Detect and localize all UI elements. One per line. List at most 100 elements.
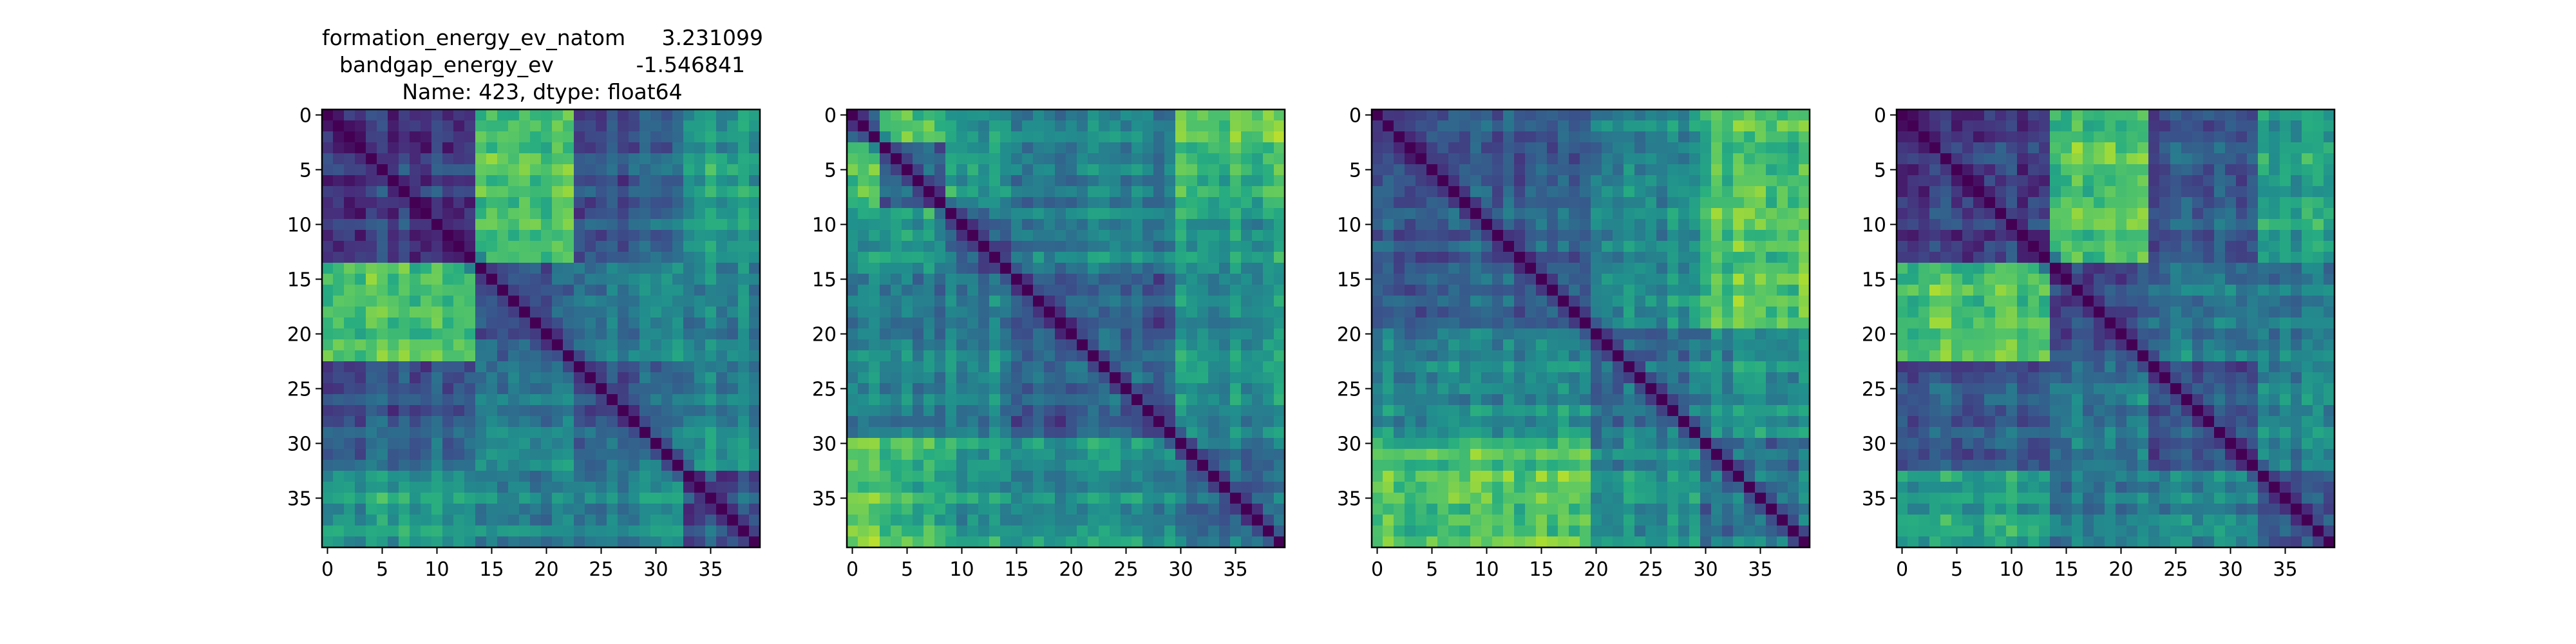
heatmap-cell — [1175, 515, 1187, 526]
heatmap-cell — [1656, 416, 1668, 428]
heatmap-cell — [1142, 460, 1154, 471]
heatmap-cell — [497, 405, 509, 417]
heatmap-cell — [1569, 307, 1580, 318]
heatmap-cell — [1613, 394, 1624, 406]
heatmap-cell — [1525, 109, 1537, 121]
heatmap-cell — [1110, 339, 1121, 351]
heatmap-cell — [705, 208, 717, 220]
heatmap-cell — [923, 208, 935, 220]
heatmap-cell — [1777, 405, 1788, 417]
heatmap-cell — [1132, 307, 1143, 318]
heatmap-cell — [1503, 438, 1515, 450]
heatmap-cell — [530, 449, 542, 460]
heatmap-cell — [639, 120, 651, 132]
heatmap-cell — [1142, 208, 1154, 220]
heatmap-cell — [661, 285, 673, 296]
heatmap-cell — [967, 515, 979, 526]
heatmap-cell — [1044, 482, 1056, 493]
heatmap-cell — [1022, 416, 1034, 428]
heatmap-cell — [410, 482, 421, 493]
heatmap-cell — [421, 361, 432, 373]
heatmap-cell — [1208, 230, 1220, 242]
heatmap-cell — [596, 120, 607, 132]
heatmap-cell — [1121, 230, 1132, 242]
heatmap-cell — [1448, 526, 1460, 537]
heatmap-cell — [1602, 175, 1613, 187]
heatmap-cell — [716, 241, 728, 252]
heatmap-cell — [629, 350, 640, 362]
heatmap-cell — [1613, 252, 1624, 263]
heatmap-cell — [1536, 471, 1548, 482]
heatmap-cell — [1241, 427, 1253, 439]
heatmap-cell — [1514, 493, 1526, 504]
heatmap-cell — [1656, 175, 1668, 187]
heatmap-cell — [1689, 536, 1701, 548]
heatmap-cell — [1755, 296, 1766, 307]
heatmap-cell — [497, 515, 509, 526]
heatmap-cell — [519, 493, 531, 504]
heatmap-cell — [377, 504, 388, 515]
heatmap-cell — [1153, 241, 1165, 252]
heatmap-cell — [1777, 241, 1788, 252]
heatmap-cell — [629, 405, 640, 417]
heatmap-cell — [1044, 186, 1056, 198]
heatmap-cell — [508, 405, 520, 417]
heatmap-cell — [377, 383, 388, 395]
heatmap-cell — [1722, 175, 1734, 187]
heatmap-cell — [1580, 241, 1591, 252]
heatmap-cell — [1700, 285, 1712, 296]
heatmap-cell — [442, 317, 454, 329]
heatmap-cell — [1470, 383, 1482, 395]
heatmap-cell — [497, 536, 509, 548]
heatmap-cell — [497, 317, 509, 329]
heatmap-cell — [541, 361, 553, 373]
heatmap-cell — [585, 372, 596, 384]
heatmap-cell — [1426, 449, 1438, 460]
heatmap-cell — [399, 230, 410, 242]
heatmap-cell — [1394, 263, 1405, 274]
heatmap-cell — [552, 515, 564, 526]
heatmap-cell — [2094, 120, 2105, 132]
heatmap-cells — [1372, 109, 1810, 548]
heatmap-cell — [1044, 449, 1056, 460]
heatmap-cell — [2028, 120, 2040, 132]
heatmap-cell — [1492, 449, 1504, 460]
heatmap-cell — [1208, 383, 1220, 395]
heatmap-cell — [1700, 405, 1712, 417]
heatmap-cell — [1448, 153, 1460, 165]
heatmap-cell — [847, 328, 858, 340]
heatmap-cell — [891, 361, 902, 373]
heatmap-cell — [431, 536, 443, 548]
heatmap-cell — [421, 241, 432, 252]
heatmap-cell — [1186, 405, 1198, 417]
heatmap-cell — [1711, 109, 1723, 121]
heatmap-cell — [344, 416, 355, 428]
heatmap-cell — [880, 197, 891, 209]
heatmap-cell — [1525, 504, 1537, 515]
heatmap-cell — [442, 197, 454, 209]
heatmap-cell — [1755, 515, 1766, 526]
heatmap-cell — [1448, 350, 1460, 362]
heatmap-cell — [1722, 361, 1734, 373]
heatmap-cell — [1536, 361, 1548, 373]
heatmap-cell — [366, 471, 377, 482]
heatmap-cell — [1799, 526, 1810, 537]
heatmap-cell — [1558, 515, 1569, 526]
heatmap-cell — [1656, 515, 1668, 526]
heatmap-cell — [989, 296, 1001, 307]
heatmap-cell — [694, 515, 706, 526]
heatmap-cell — [1536, 350, 1548, 362]
heatmap-cell — [1000, 339, 1012, 351]
heatmap-cell — [1252, 230, 1264, 242]
heatmap-cell — [1645, 164, 1657, 176]
heatmap-cell — [442, 493, 454, 504]
heatmap-cell — [1777, 285, 1788, 296]
heatmap-cell — [1219, 515, 1231, 526]
heatmap-cell — [607, 460, 618, 471]
heatmap-cell — [618, 120, 629, 132]
heatmap-cell — [989, 307, 1001, 318]
heatmap-cell — [1580, 515, 1591, 526]
heatmap-cell — [891, 526, 902, 537]
heatmap-cell — [421, 142, 432, 154]
heatmap-cell — [1263, 208, 1274, 220]
